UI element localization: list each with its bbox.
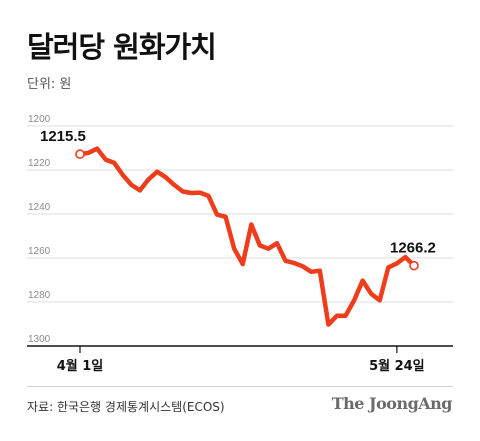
- data-point: [113, 161, 116, 164]
- data-point: [130, 183, 133, 186]
- y-tick-label: 1260: [28, 246, 51, 257]
- y-tick-label: 1300: [28, 334, 51, 345]
- data-point: [370, 292, 373, 295]
- data-point: [87, 151, 90, 154]
- y-tick-label: 1220: [28, 158, 51, 169]
- data-point: [361, 279, 364, 282]
- data-point: [190, 192, 193, 195]
- data-point: [216, 213, 219, 216]
- data-point: [378, 299, 381, 302]
- data-point: [267, 247, 270, 250]
- data-point: [250, 223, 253, 226]
- data-point: [224, 215, 227, 218]
- y-tick-label: 1200: [28, 114, 51, 125]
- data-label: 1215.5: [40, 128, 86, 145]
- x-tick-label: 5월 24일: [369, 358, 425, 374]
- data-point: [198, 191, 201, 194]
- unit-label: 단위: 원: [27, 77, 72, 92]
- data-point: [353, 299, 356, 302]
- x-tick-label: 4월 1일: [57, 358, 104, 374]
- data-point: [275, 242, 278, 245]
- data-point: [156, 170, 159, 173]
- source-text: 자료: 한국은행 경제통계시스템(ECOS): [27, 400, 225, 414]
- grid-layer: 1200 1220 1240 1260 1280 1300 4월 1일 5월 24일: [27, 114, 453, 374]
- publisher-logo: The JoongAng: [331, 394, 453, 413]
- line-chart: 1200 1220 1240 1260 1280 1300 4월 1일 5월 24일 1215…: [27, 114, 453, 374]
- data-point: [104, 158, 107, 161]
- series-line-layer: [77, 146, 417, 327]
- data-point: [207, 194, 210, 197]
- data-point: [284, 259, 287, 262]
- data-point: [173, 183, 176, 186]
- data-point: [181, 190, 184, 193]
- data-point: [233, 247, 236, 250]
- data-point: [121, 174, 124, 177]
- data-point: [318, 269, 321, 272]
- data-point: [344, 314, 347, 317]
- endpoint-marker: [75, 149, 85, 159]
- data-point: [164, 176, 167, 179]
- data-point: [147, 178, 150, 181]
- data-point: [293, 262, 296, 265]
- chart-title: 달러당 원화가치: [27, 30, 217, 64]
- data-point: [335, 314, 338, 317]
- data-point: [241, 263, 244, 266]
- y-tick-label: 1280: [28, 290, 51, 301]
- data-point: [96, 147, 99, 150]
- y-tick-label: 1240: [28, 202, 51, 213]
- data-point: [387, 266, 390, 269]
- data-point: [258, 244, 261, 247]
- data-point: [138, 189, 141, 192]
- series-line: [77, 146, 417, 327]
- data-point: [310, 270, 313, 273]
- endpoint-marker: [409, 260, 419, 271]
- data-label: 1266.2: [390, 240, 436, 257]
- data-point: [327, 323, 330, 326]
- footer-divider: [27, 386, 453, 387]
- data-point: [301, 265, 304, 268]
- data-point: [395, 262, 398, 265]
- label-layer: 1215.5 1266.2: [40, 128, 436, 271]
